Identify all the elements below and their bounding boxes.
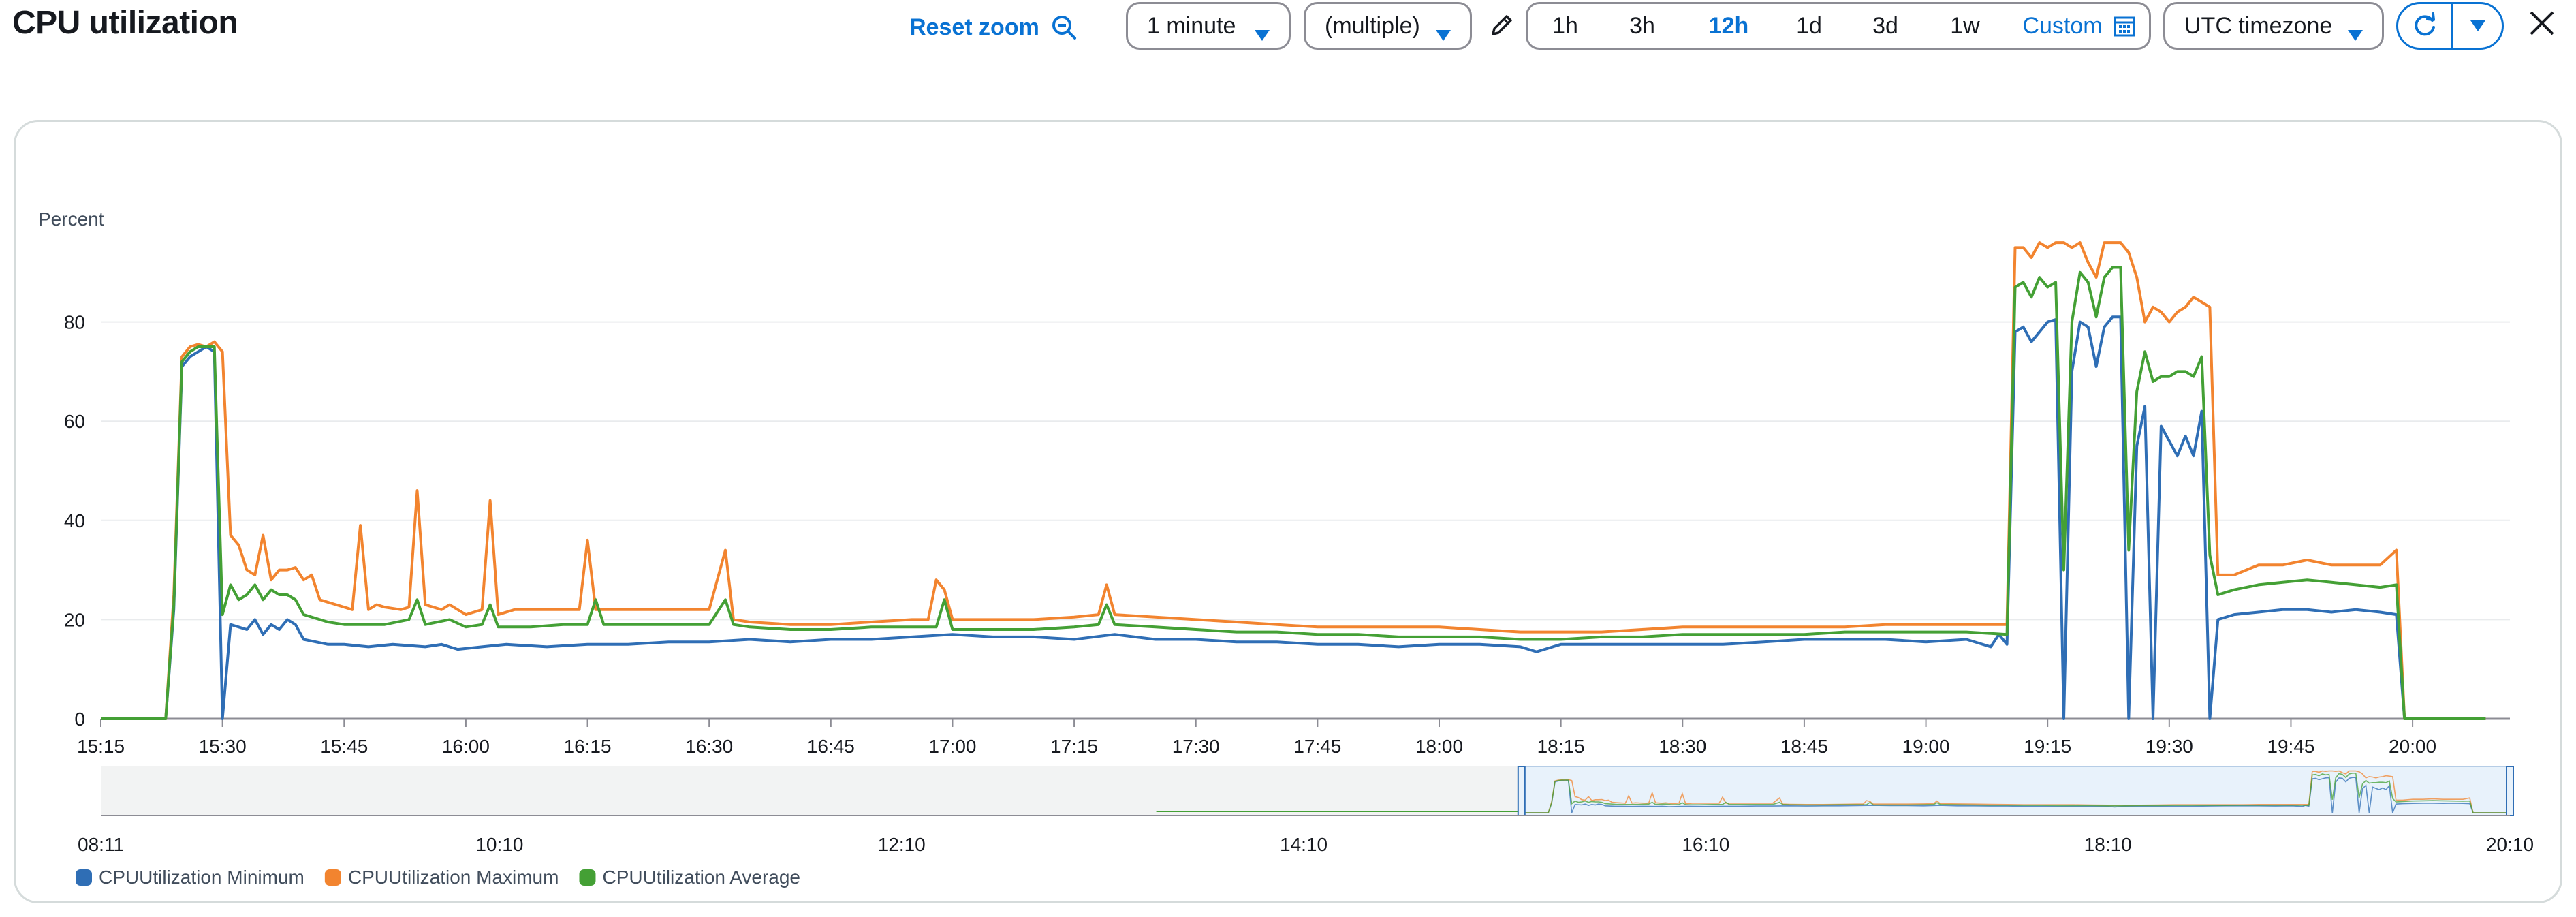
y-tick-label: 0 bbox=[74, 709, 85, 730]
statistic-select[interactable]: (multiple) bbox=[1304, 2, 1472, 50]
y-axis-label: Percent bbox=[38, 208, 104, 230]
x-tick-label: 16:15 bbox=[564, 736, 612, 757]
legend-swatch bbox=[324, 869, 341, 886]
x-tick-label: 19:15 bbox=[2024, 736, 2071, 757]
cpu-utilization-chart: Percent 0 20 40 60 80 15:15 15:30 15:45 16:00 16:1… bbox=[38, 208, 2534, 888]
x-tick-label: 16:30 bbox=[685, 736, 733, 757]
legend-item: CPUUtilization Maximum bbox=[324, 867, 559, 888]
refresh-button[interactable] bbox=[2398, 4, 2451, 48]
x-tick-label: 18:45 bbox=[1780, 736, 1828, 757]
y-tick-label: 60 bbox=[64, 411, 85, 432]
x-tick-label: 19:45 bbox=[2267, 736, 2314, 757]
legend-label: CPUUtilization Minimum bbox=[99, 867, 304, 888]
caret-down-icon bbox=[2469, 19, 2487, 33]
reset-zoom-label: Reset zoom bbox=[909, 14, 1039, 40]
x-tick-label: 16:00 bbox=[442, 736, 490, 757]
overview-tick-label: 20:10 bbox=[2486, 834, 2534, 855]
x-tick-label: 17:15 bbox=[1050, 736, 1098, 757]
page-title: CPU utilization bbox=[12, 5, 238, 41]
refresh-group bbox=[2396, 2, 2504, 50]
legend-swatch bbox=[76, 869, 92, 886]
x-tick-label: 15:45 bbox=[320, 736, 368, 757]
caret-down-icon bbox=[2346, 22, 2364, 48]
overview-tick-label: 16:10 bbox=[1682, 834, 1729, 855]
range-custom[interactable]: Custom bbox=[2018, 4, 2107, 48]
x-tick-label: 15:15 bbox=[77, 736, 125, 757]
range-custom-label: Custom bbox=[2022, 12, 2103, 39]
series-line-maximum bbox=[101, 241, 2486, 720]
legend-label: CPUUtilization Average bbox=[602, 867, 800, 888]
range-1w[interactable]: 1w bbox=[1950, 12, 1980, 39]
y-tick-label: 20 bbox=[64, 609, 85, 630]
range-12h[interactable]: 12h bbox=[1708, 12, 1749, 39]
x-tick-label: 19:00 bbox=[1902, 736, 1950, 757]
overview-tick-label: 14:10 bbox=[1280, 834, 1328, 855]
x-tick-label: 17:30 bbox=[1172, 736, 1220, 757]
caret-down-icon bbox=[1434, 22, 1452, 48]
timezone-select[interactable]: UTC timezone bbox=[2163, 2, 2384, 50]
period-select[interactable]: 1 minute bbox=[1126, 2, 1291, 50]
calendar-icon[interactable] bbox=[2113, 14, 2136, 44]
refresh-options-button[interactable] bbox=[2453, 4, 2502, 48]
overview-handle bbox=[2506, 766, 2514, 816]
x-tick-label: 18:15 bbox=[1537, 736, 1585, 757]
timezone-select-value: UTC timezone bbox=[2184, 12, 2333, 39]
overview-tick-label: 10:10 bbox=[475, 834, 523, 855]
x-tick-label: 18:30 bbox=[1659, 736, 1706, 757]
x-tick-label: 19:30 bbox=[2146, 736, 2193, 757]
x-tick-label: 17:45 bbox=[1293, 736, 1341, 757]
close-icon[interactable] bbox=[2527, 8, 2557, 42]
overview-series-line bbox=[1521, 773, 2507, 813]
x-tick-label: 17:00 bbox=[928, 736, 976, 757]
time-range-group: 1h 3h 12h 1d 3d 1w Custom bbox=[1526, 2, 2151, 50]
x-tick-label: 20:00 bbox=[2389, 736, 2436, 757]
x-tick-label: 16:45 bbox=[807, 736, 855, 757]
overview-series-line bbox=[1521, 770, 2507, 813]
legend-label: CPUUtilization Maximum bbox=[348, 867, 559, 888]
range-1h[interactable]: 1h bbox=[1552, 12, 1578, 39]
legend-swatch bbox=[579, 869, 596, 886]
overview-handle bbox=[1517, 766, 1526, 816]
overview-series-line bbox=[1521, 777, 2507, 813]
x-tick-label: 18:00 bbox=[1415, 736, 1463, 757]
reset-zoom-button[interactable]: Reset zoom bbox=[909, 8, 1078, 46]
pencil-icon[interactable] bbox=[1488, 12, 1515, 43]
zoom-out-icon bbox=[1050, 14, 1078, 41]
y-tick-label: 80 bbox=[64, 312, 85, 333]
overview-tick-label: 08:11 bbox=[78, 834, 124, 855]
statistic-select-value: (multiple) bbox=[1325, 12, 1420, 39]
series-line-minimum bbox=[101, 315, 2486, 720]
series-line-average bbox=[101, 266, 2486, 720]
range-3h[interactable]: 3h bbox=[1629, 12, 1655, 39]
range-1d[interactable]: 1d bbox=[1796, 12, 1822, 39]
overview-tick-label: 12:10 bbox=[878, 834, 926, 855]
overview-tick-label: 18:10 bbox=[2084, 834, 2132, 855]
chart-panel: Percent 0 20 40 60 80 15:15 15:30 15:45 16:00 16:1… bbox=[14, 120, 2562, 903]
y-tick-label: 40 bbox=[64, 510, 85, 531]
range-3d[interactable]: 3d bbox=[1872, 12, 1898, 39]
legend-item: CPUUtilization Minimum bbox=[76, 867, 304, 888]
period-select-value: 1 minute bbox=[1147, 12, 1236, 39]
caret-down-icon bbox=[1253, 22, 1271, 48]
legend-item: CPUUtilization Average bbox=[579, 867, 800, 888]
x-tick-label: 15:30 bbox=[199, 736, 247, 757]
refresh-icon bbox=[2411, 12, 2438, 40]
